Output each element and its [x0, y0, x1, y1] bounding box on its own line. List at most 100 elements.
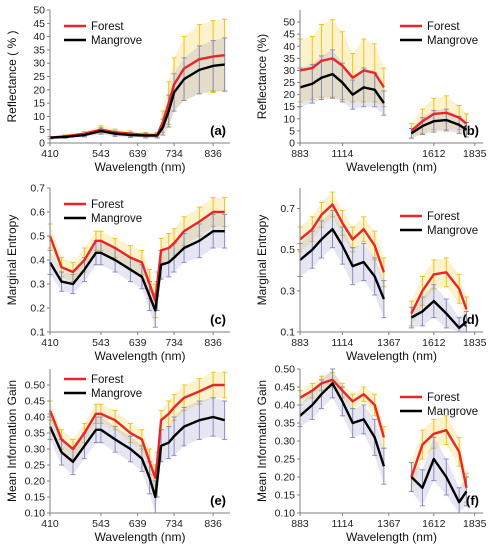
y-tick-label: 45 — [33, 18, 45, 30]
panel-label: (e) — [210, 493, 226, 508]
legend: Forest Mangrove — [400, 211, 478, 237]
x-tick-label: 410 — [41, 148, 59, 160]
y-tick-label: 0.35 — [275, 418, 296, 430]
legend-label-forest: Forest — [427, 21, 460, 33]
legend: Forest Mangrove — [400, 392, 478, 418]
series-line-forest — [299, 203, 386, 273]
y-tick-label: 0.2 — [30, 303, 45, 315]
x-tick-label: 543 — [92, 337, 110, 349]
legend: Forest Mangrove — [400, 21, 478, 47]
error-envelope — [411, 257, 467, 326]
x-tick-label: 734 — [165, 518, 183, 530]
y-tick-label: 35 — [33, 44, 45, 56]
x-tick-label: 543 — [92, 518, 110, 530]
y-tick-label: 0.1 — [30, 327, 45, 339]
series-line-mangrove — [48, 229, 225, 312]
error-envelope — [50, 19, 225, 140]
y-axis-label: Reflectance (%) — [255, 34, 269, 119]
error-bars-mangrove — [47, 37, 228, 140]
y-axis-label: Mean Information Gain — [5, 380, 19, 502]
y-tick-label: 40 — [33, 31, 45, 43]
panel-label: (b) — [462, 123, 479, 138]
legend-label-mangrove: Mangrove — [427, 225, 478, 237]
legend-label-mangrove: Mangrove — [91, 388, 142, 400]
legend-label-forest: Forest — [91, 374, 124, 386]
y-tick-label: 0 — [39, 138, 45, 150]
y-tick-label: 0.45 — [25, 396, 46, 408]
error-envelope — [300, 369, 384, 485]
y-tick-label: 15 — [33, 98, 45, 110]
legend-label-forest: Forest — [91, 199, 124, 211]
x-tick-label: 639 — [129, 518, 147, 530]
error-envelope — [411, 437, 467, 513]
panel-label: (a) — [210, 123, 226, 138]
legend: Forest Mangrove — [64, 374, 142, 400]
x-tick-label: 1367 — [377, 518, 401, 530]
y-tick-label: 0.15 — [25, 492, 46, 504]
y-tick-label: 0.4 — [30, 255, 45, 267]
y-tick-label: 0.10 — [275, 508, 296, 520]
x-tick-label: 836 — [204, 337, 222, 349]
legend: Forest Mangrove — [64, 21, 142, 47]
y-tick-label: 0.1 — [280, 327, 295, 339]
y-tick-label: 35 — [283, 53, 295, 65]
legend-label-mangrove: Mangrove — [427, 406, 478, 418]
x-tick-label: 734 — [165, 337, 183, 349]
series-line-mangrove — [410, 457, 468, 504]
error-envelope — [50, 214, 225, 328]
y-axis-label: Reflectance ( % ) — [5, 30, 19, 122]
y-tick-label: 0.7 — [30, 183, 45, 195]
series-line-mangrove — [410, 299, 468, 330]
legend: Forest Mangrove — [64, 199, 142, 225]
x-tick-label: 410 — [41, 518, 59, 530]
x-tick-label: 836 — [204, 518, 222, 530]
series-line-forest — [48, 383, 225, 479]
x-tick-label: 1612 — [422, 148, 446, 160]
y-axis-label: Marginal Entropy — [255, 215, 269, 306]
y-tick-label: 30 — [283, 65, 295, 77]
x-tick-label: 1612 — [422, 337, 446, 349]
y-tick-label: 30 — [33, 58, 45, 70]
x-tick-label: 734 — [165, 148, 183, 160]
error-envelope — [300, 210, 384, 318]
y-tick-label: 10 — [283, 113, 295, 125]
series-line-mangrove — [299, 72, 385, 104]
y-tick-label: 20 — [33, 84, 45, 96]
chart-panel-5: 0.10 0.15 0.20 0.25 0.30 0.35 0.40 0.45 0.50 410 5… — [5, 369, 230, 544]
x-tick-label: 883 — [291, 337, 309, 349]
series-line-forest — [410, 271, 468, 315]
series-line-forest — [48, 210, 225, 302]
x-axis-label: Wavelength (nm) — [346, 160, 437, 174]
error-envelope — [50, 197, 225, 318]
x-axis-label: Wavelength (nm) — [346, 349, 437, 363]
y-tick-label: 0.6 — [30, 207, 45, 219]
legend-label-mangrove: Mangrove — [91, 35, 142, 47]
chart-panel-3: 0.1 0.2 0.3 0.4 0.5 0.6 0.7 410 543 639 734 836 Wave… — [5, 183, 230, 363]
x-tick-label: 883 — [291, 148, 309, 160]
error-envelope — [411, 415, 467, 503]
x-axis-label: Wavelength (nm) — [346, 530, 437, 544]
x-axis-label: Wavelength (nm) — [95, 530, 186, 544]
series-line-mangrove — [49, 63, 225, 139]
x-tick-label: 410 — [41, 337, 59, 349]
y-tick-label: 0.35 — [25, 428, 46, 440]
y-tick-label: 0.15 — [275, 490, 296, 502]
y-tick-label: 45 — [283, 29, 295, 41]
x-tick-label: 836 — [204, 148, 222, 160]
y-tick-label: 25 — [283, 77, 295, 89]
chart-panel-4: 0.1 0.3 0.5 0.7 883 1114 1367 1612 1835 Wavelengt… — [255, 188, 487, 363]
series-line-forest — [410, 429, 468, 489]
series-line-mangrove — [299, 227, 385, 300]
panel-label: (d) — [462, 312, 479, 327]
series-line-mangrove — [410, 118, 468, 135]
x-tick-label: 543 — [92, 148, 110, 160]
error-envelope — [411, 95, 467, 139]
y-tick-label: 5 — [289, 125, 295, 137]
y-tick-label: 0.50 — [275, 364, 296, 376]
y-tick-label: 0 — [289, 138, 295, 150]
error-envelope — [50, 37, 225, 139]
panel-label: (f) — [466, 493, 479, 508]
y-tick-label: 20 — [283, 89, 295, 101]
